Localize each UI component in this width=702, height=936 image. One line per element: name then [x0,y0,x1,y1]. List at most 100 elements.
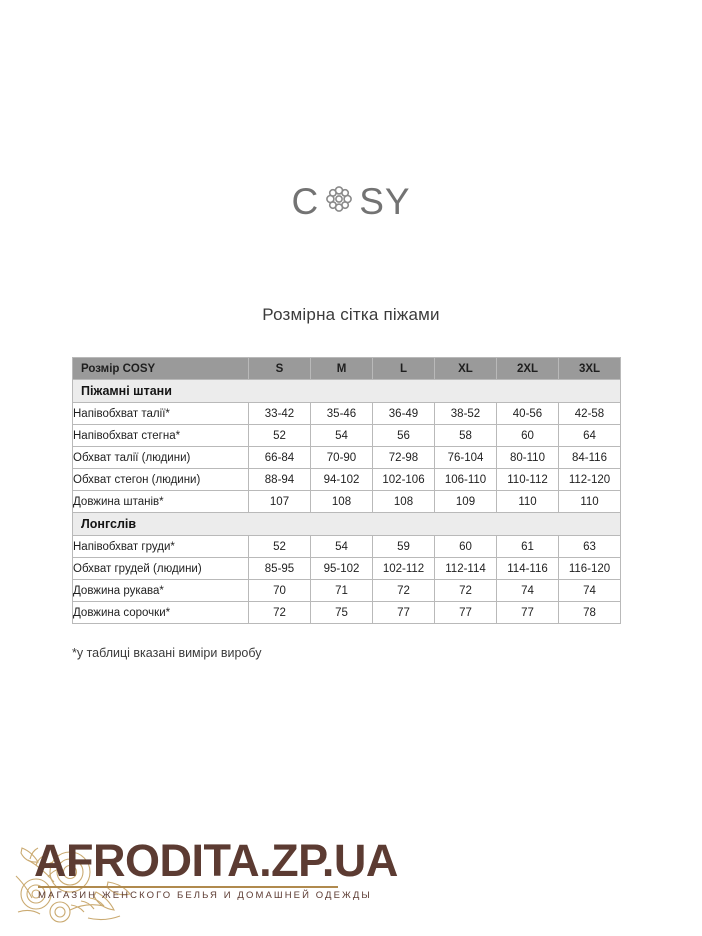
row-value: 102-112 [372,557,435,580]
table-header-row: Розмір COSY S M L XL 2XL 3XL [72,357,621,380]
header-size-xl: XL [434,357,497,380]
watermark-text: AFRODITA.ZP.UA МАГАЗИН ЖЕНСКОГО БЕЛЬЯ И … [34,838,424,901]
row-value: 56 [372,424,435,447]
header-size-2xl: 2XL [496,357,559,380]
logo-letters-sy: SY [359,181,411,222]
row-value: 60 [496,424,559,447]
table-row: Довжина штанів* 107 108 108 109 110 110 [72,490,621,513]
row-value: 77 [372,601,435,624]
row-value: 54 [310,535,373,558]
header-size-l: L [372,357,435,380]
floral-decoration-icon [8,832,158,936]
cosy-logo: C SY [0,182,702,221]
row-value: 42-58 [558,402,621,425]
row-value: 72-98 [372,446,435,469]
header-size-3xl: 3XL [558,357,621,380]
row-value: 74 [558,579,621,602]
row-value: 72 [372,579,435,602]
row-value: 58 [434,424,497,447]
row-value: 38-52 [434,402,497,425]
row-value: 84-116 [558,446,621,469]
row-value: 54 [310,424,373,447]
row-value: 36-49 [372,402,435,425]
header-size-m: M [310,357,373,380]
row-value: 85-95 [248,557,311,580]
row-value: 110 [558,490,621,513]
row-value: 70-90 [310,446,373,469]
row-label: Напівобхват талії* [72,402,249,425]
page-title: Розмірна сітка піжами [262,305,440,324]
table-row: Обхват грудей (людини) 85-95 95-102 102-… [72,557,621,580]
row-value: 88-94 [248,468,311,491]
table-row: Обхват стегон (людини) 88-94 94-102 102-… [72,468,621,491]
row-value: 59 [372,535,435,558]
row-label: Напівобхват груди* [72,535,249,558]
row-value: 110 [496,490,559,513]
row-value: 61 [496,535,559,558]
row-value: 77 [434,601,497,624]
row-value: 66-84 [248,446,311,469]
row-value: 40-56 [496,402,559,425]
row-value: 63 [558,535,621,558]
row-label: Обхват талії (людини) [72,446,249,469]
row-label: Обхват грудей (людини) [72,557,249,580]
row-value: 77 [496,601,559,624]
size-table: Розмір COSY S M L XL 2XL 3XL Піжамні шта… [72,357,621,624]
row-value: 80-110 [496,446,559,469]
watermark-divider [38,886,338,888]
row-value: 74 [496,579,559,602]
section-row-pants: Піжамні штани [72,379,621,403]
row-value: 94-102 [310,468,373,491]
row-value: 72 [434,579,497,602]
header-size-label: Розмір COSY [72,357,249,380]
row-value: 71 [310,579,373,602]
logo-letter-c: C [291,181,320,222]
table-body: Піжамні штани Напівобхват талії* 33-42 3… [72,379,621,624]
row-value: 60 [434,535,497,558]
table-header: Розмір COSY S M L XL 2XL 3XL [72,357,621,380]
row-value: 52 [248,535,311,558]
size-table-container: Розмір COSY S M L XL 2XL 3XL Піжамні шта… [72,357,621,624]
row-value: 108 [372,490,435,513]
footnote-text: *у таблиці вказані виміри виробу [72,646,262,660]
watermark-subtitle: МАГАЗИН ЖЕНСКОГО БЕЛЬЯ И ДОМАШНЕЙ ОДЕЖДЫ [38,889,372,901]
row-value: 35-46 [310,402,373,425]
row-value: 107 [248,490,311,513]
row-value: 76-104 [434,446,497,469]
table-row: Довжина сорочки* 72 75 77 77 77 78 [72,601,621,624]
section-title-longsleeve: Лонгслів [72,512,621,536]
row-value: 116-120 [558,557,621,580]
row-label: Напівобхват стегна* [72,424,249,447]
row-value: 70 [248,579,311,602]
table-row: Обхват талії (людини) 66-84 70-90 72-98 … [72,446,621,469]
row-value: 72 [248,601,311,624]
flower-icon [322,182,356,221]
row-label: Довжина рукава* [72,579,249,602]
section-title-pants: Піжамні штани [72,379,621,403]
watermark: AFRODITA.ZP.UA МАГАЗИН ЖЕНСКОГО БЕЛЬЯ И … [0,830,430,936]
row-label: Довжина сорочки* [72,601,249,624]
section-row-longsleeve: Лонгслів [72,512,621,536]
table-row: Напівобхват талії* 33-42 35-46 36-49 38-… [72,402,621,425]
row-value: 52 [248,424,311,447]
table-row: Напівобхват стегна* 52 54 56 58 60 64 [72,424,621,447]
row-value: 110-112 [496,468,559,491]
table-row: Напівобхват груди* 52 54 59 60 61 63 [72,535,621,558]
row-value: 106-110 [434,468,497,491]
table-row: Довжина рукава* 70 71 72 72 74 74 [72,579,621,602]
row-value: 64 [558,424,621,447]
row-value: 109 [434,490,497,513]
row-value: 114-116 [496,557,559,580]
row-value: 102-106 [372,468,435,491]
row-value: 78 [558,601,621,624]
row-value: 112-120 [558,468,621,491]
row-label: Обхват стегон (людини) [72,468,249,491]
row-value: 33-42 [248,402,311,425]
row-value: 95-102 [310,557,373,580]
header-size-s: S [248,357,311,380]
row-value: 108 [310,490,373,513]
row-label: Довжина штанів* [72,490,249,513]
row-value: 75 [310,601,373,624]
row-value: 112-114 [434,557,497,580]
